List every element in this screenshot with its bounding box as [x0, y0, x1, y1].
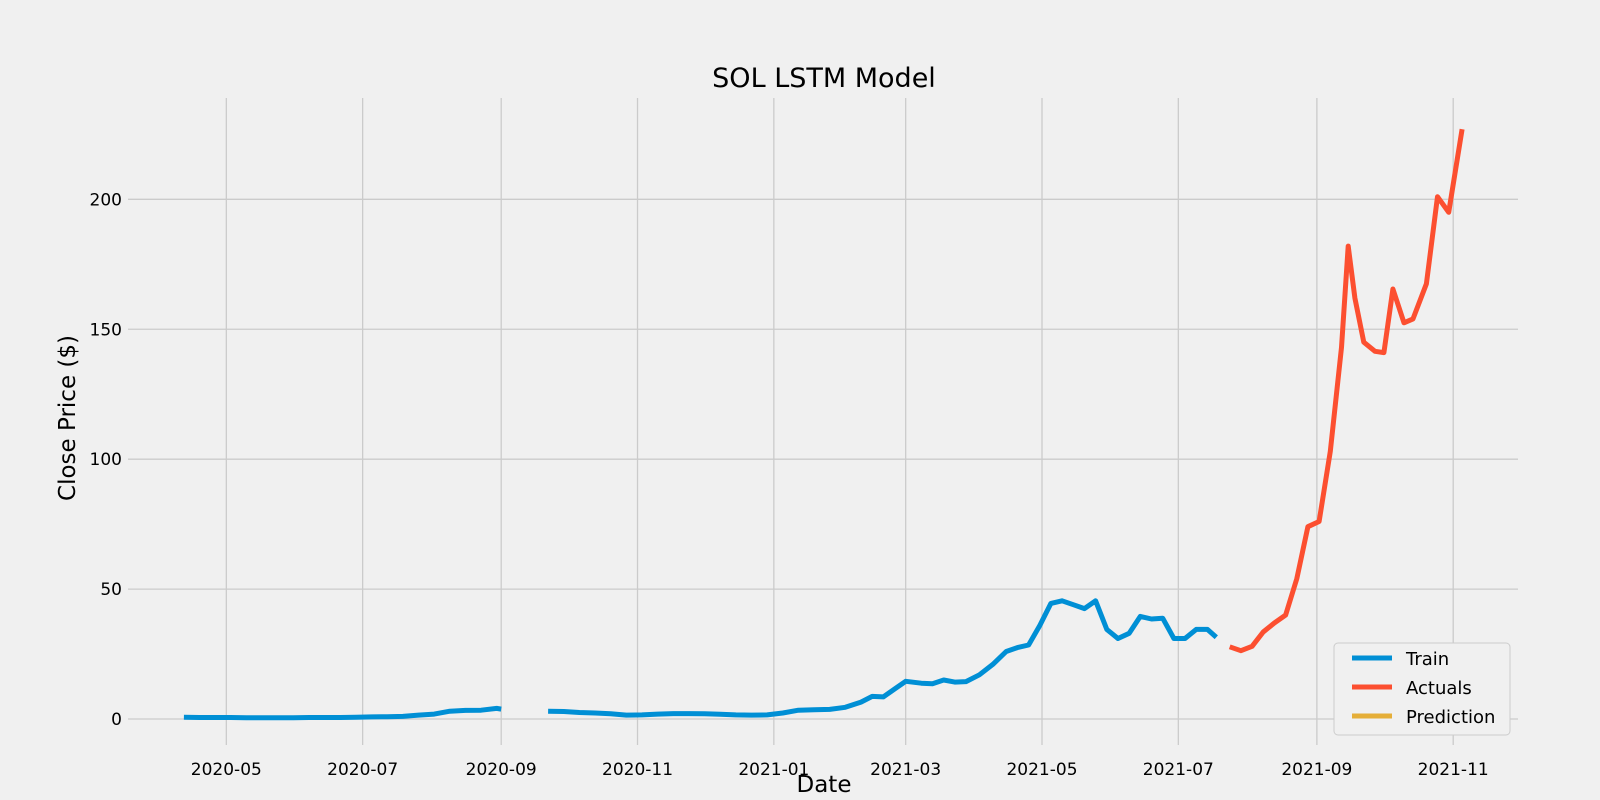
x-tick-label: 2021-01	[738, 760, 809, 780]
x-tick-label: 2021-07	[1143, 760, 1214, 780]
x-tick-label: 2020-07	[327, 760, 398, 780]
series-line-actuals	[1228, 128, 1465, 654]
x-tick-label: 2021-03	[870, 760, 941, 780]
y-tick-label: 0	[111, 710, 122, 730]
legend-label-actuals: Actuals	[1406, 678, 1472, 699]
x-tick-labels: 2020-05 2020-07 2020-09 2020-11 2021-01 2021-…	[191, 760, 1489, 780]
y-tick-label: 150	[90, 320, 122, 340]
x-tick-label: 2020-05	[191, 760, 262, 780]
x-tick-label: 2021-11	[1418, 760, 1489, 780]
y-tick-labels: 0 50 100 150 200	[90, 190, 122, 730]
chart-title: SOL LSTM Model	[712, 63, 936, 94]
series-layer	[183, 128, 1465, 721]
y-tick-label: 200	[90, 190, 122, 210]
legend-label-prediction: Prediction	[1406, 707, 1495, 728]
x-tick-label: 2021-05	[1006, 760, 1077, 780]
y-tick-label: 100	[90, 450, 122, 470]
y-tick-label: 50	[100, 580, 122, 600]
x-tick-label: 2021-09	[1281, 760, 1352, 780]
x-gridlines	[225, 98, 1454, 745]
legend-box	[1333, 642, 1511, 736]
legend: Train Actuals Prediction	[1333, 642, 1511, 736]
y-axis-title: Close Price ($)	[55, 335, 81, 501]
x-tick-label: 2020-11	[602, 760, 673, 780]
legend-label-train: Train	[1405, 649, 1449, 670]
x-axis-title: Date	[797, 772, 852, 798]
x-tick-label: 2020-09	[466, 760, 537, 780]
series-line-train	[183, 705, 502, 721]
series-line-train	[548, 598, 1218, 718]
